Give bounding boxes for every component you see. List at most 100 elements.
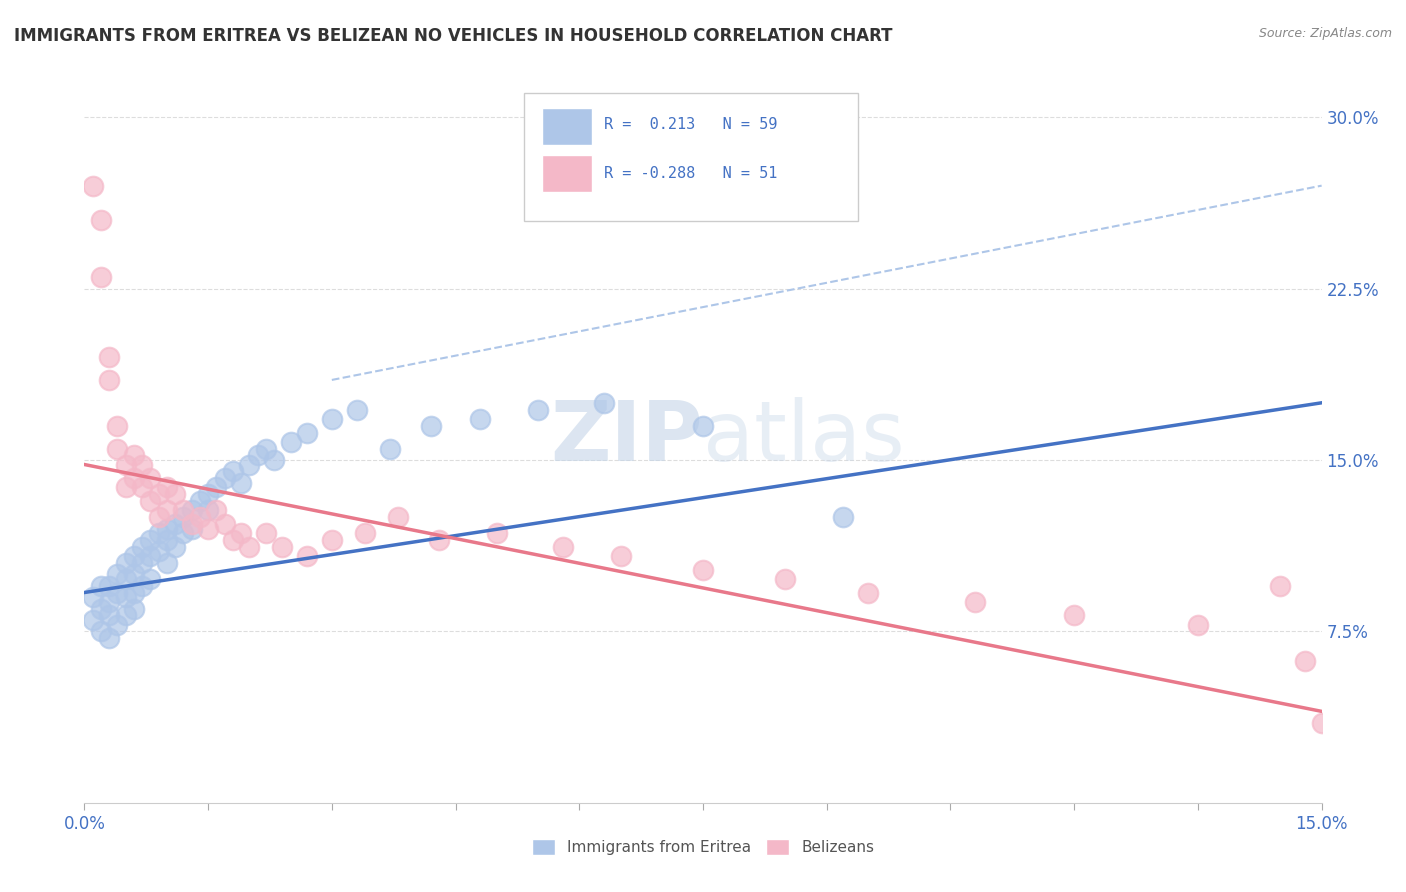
Point <box>82 590 104 604</box>
Point <box>82 178 104 193</box>
Point <box>229 475 252 490</box>
Point <box>197 521 219 535</box>
Point <box>122 585 145 599</box>
Point <box>172 503 194 517</box>
Point <box>1063 608 1085 623</box>
Point <box>122 449 145 463</box>
Point <box>1376 709 1399 723</box>
Point <box>180 503 202 517</box>
Point <box>321 412 343 426</box>
Point <box>593 396 616 410</box>
Text: atlas: atlas <box>703 397 904 477</box>
Point <box>263 453 285 467</box>
Point <box>346 402 368 417</box>
Point <box>98 350 121 364</box>
Point <box>965 595 987 609</box>
Point <box>156 556 179 570</box>
Text: IMMIGRANTS FROM ERITREA VS BELIZEAN NO VEHICLES IN HOUSEHOLD CORRELATION CHART: IMMIGRANTS FROM ERITREA VS BELIZEAN NO V… <box>14 27 893 45</box>
Point <box>90 579 112 593</box>
Point <box>90 213 112 227</box>
Point <box>1187 617 1209 632</box>
Point <box>271 540 294 554</box>
Point <box>131 540 153 554</box>
Point <box>387 510 409 524</box>
Point <box>90 624 112 639</box>
Point <box>295 425 318 440</box>
Point <box>148 544 170 558</box>
Point <box>1310 715 1333 730</box>
Text: R =  0.213   N = 59: R = 0.213 N = 59 <box>605 117 778 132</box>
Point <box>197 487 219 501</box>
Point <box>180 516 202 531</box>
Point <box>692 563 714 577</box>
Point <box>222 464 245 478</box>
Point <box>172 526 194 541</box>
Point <box>295 549 318 563</box>
Point <box>131 556 153 570</box>
Point <box>122 471 145 485</box>
Point <box>485 526 508 541</box>
Point <box>246 449 269 463</box>
Point <box>551 540 574 554</box>
Point <box>156 480 179 494</box>
Point <box>105 418 128 433</box>
Legend: Immigrants from Eritrea, Belizeans: Immigrants from Eritrea, Belizeans <box>526 833 880 861</box>
Point <box>90 270 112 285</box>
Point <box>427 533 450 547</box>
Point <box>148 487 170 501</box>
Point <box>1294 654 1316 668</box>
Text: R = -0.288   N = 51: R = -0.288 N = 51 <box>605 166 778 181</box>
Point <box>527 402 550 417</box>
Point <box>1351 699 1374 714</box>
Point <box>172 510 194 524</box>
Point <box>105 585 128 599</box>
Point <box>105 617 128 632</box>
Point <box>90 601 112 615</box>
Text: ZIP: ZIP <box>551 397 703 477</box>
Point <box>165 516 187 531</box>
Point <box>165 540 187 554</box>
Point <box>214 516 236 531</box>
Point <box>139 471 162 485</box>
Point <box>254 526 277 541</box>
Point <box>98 373 121 387</box>
Point <box>238 540 260 554</box>
Point <box>205 503 228 517</box>
Point <box>470 412 492 426</box>
Point <box>139 572 162 586</box>
Point <box>114 556 136 570</box>
FancyBboxPatch shape <box>523 94 858 221</box>
Point <box>131 579 153 593</box>
Point <box>122 567 145 582</box>
Point <box>114 458 136 472</box>
Point <box>419 418 441 433</box>
Point <box>156 533 179 547</box>
Point <box>197 503 219 517</box>
Point <box>378 442 401 456</box>
Point <box>131 480 153 494</box>
Point <box>180 521 202 535</box>
Point <box>254 442 277 456</box>
Y-axis label: No Vehicles in Household: No Vehicles in Household <box>0 341 7 533</box>
Point <box>222 533 245 547</box>
Point <box>148 526 170 541</box>
Point <box>139 494 162 508</box>
Point <box>105 442 128 456</box>
Point <box>156 521 179 535</box>
Point <box>122 549 145 563</box>
Point <box>188 494 211 508</box>
Point <box>156 503 179 517</box>
Point <box>856 585 879 599</box>
Point <box>105 567 128 582</box>
Point <box>114 572 136 586</box>
Point <box>205 480 228 494</box>
Point <box>165 487 187 501</box>
Point <box>609 549 631 563</box>
Point <box>139 533 162 547</box>
Point <box>98 632 121 646</box>
Point <box>832 510 855 524</box>
Point <box>139 549 162 563</box>
Point <box>353 526 375 541</box>
Point <box>214 471 236 485</box>
Point <box>98 595 121 609</box>
